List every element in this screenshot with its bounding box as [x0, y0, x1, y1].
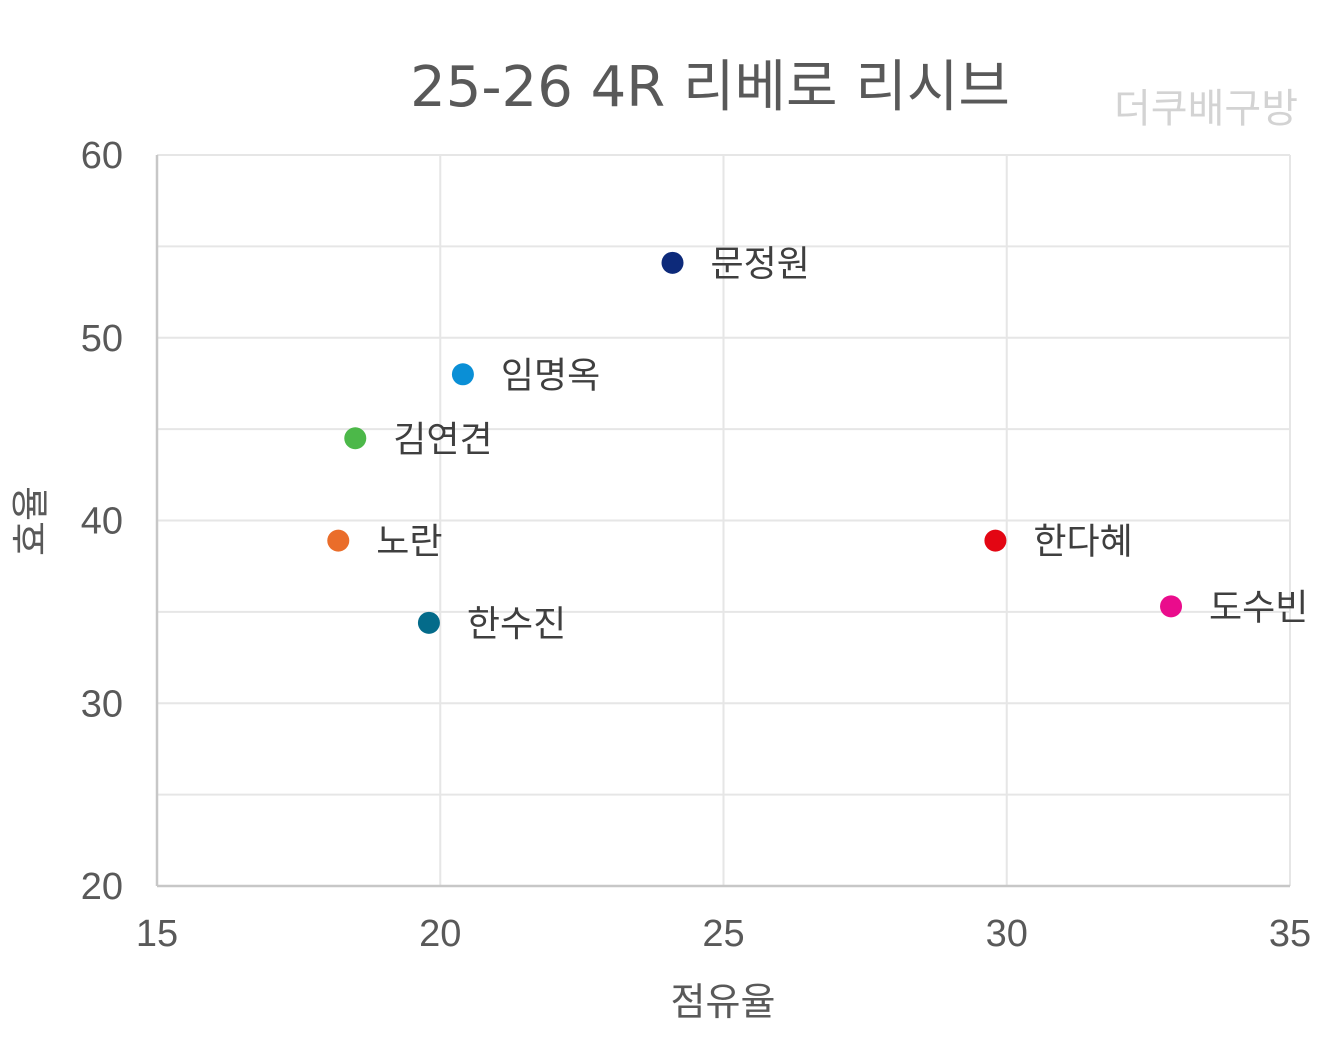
data-point-label: 도수빈 — [1209, 587, 1308, 628]
x-tick-label: 20 — [419, 913, 461, 955]
data-point-label: 김연견 — [393, 419, 492, 460]
data-point-label: 임명옥 — [501, 355, 600, 396]
data-point — [661, 251, 684, 274]
y-tick-label: 40 — [81, 501, 123, 543]
x-axis-label: 점유율 — [671, 980, 776, 1024]
data-point — [327, 529, 350, 552]
x-tick-labels: 15 20 25 30 35 — [136, 913, 1311, 955]
x-tick-label: 35 — [1269, 913, 1311, 955]
y-tick-label: 50 — [81, 318, 123, 360]
chart-title: 25-26 4R 리베로 리시브 — [410, 55, 1010, 120]
y-tick-label: 60 — [81, 135, 123, 177]
data-point-label: 한수진 — [467, 604, 566, 645]
gridlines — [157, 154, 1291, 886]
data-point-label: 문정원 — [711, 244, 810, 285]
y-tick-label: 20 — [81, 866, 123, 908]
data-point-label: 노란 — [376, 522, 442, 563]
data-point — [1160, 595, 1183, 618]
data-point — [344, 427, 367, 450]
x-tick-label: 30 — [986, 913, 1028, 955]
y-tick-label: 30 — [81, 683, 123, 725]
data-point — [417, 611, 440, 634]
data-point — [984, 529, 1007, 552]
watermark: 더쿠배구방 — [1114, 86, 1298, 132]
y-tick-labels: 20 30 40 50 60 — [81, 135, 123, 908]
data-point-label: 한다혜 — [1033, 522, 1132, 563]
y-axis-label: 효율 — [9, 486, 53, 556]
x-tick-label: 25 — [702, 913, 744, 955]
data-point — [451, 363, 474, 386]
x-tick-label: 15 — [136, 913, 178, 955]
